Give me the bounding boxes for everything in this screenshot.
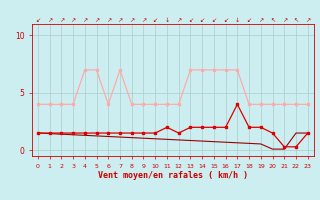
X-axis label: Vent moyen/en rafales ( km/h ): Vent moyen/en rafales ( km/h ) (98, 171, 248, 180)
